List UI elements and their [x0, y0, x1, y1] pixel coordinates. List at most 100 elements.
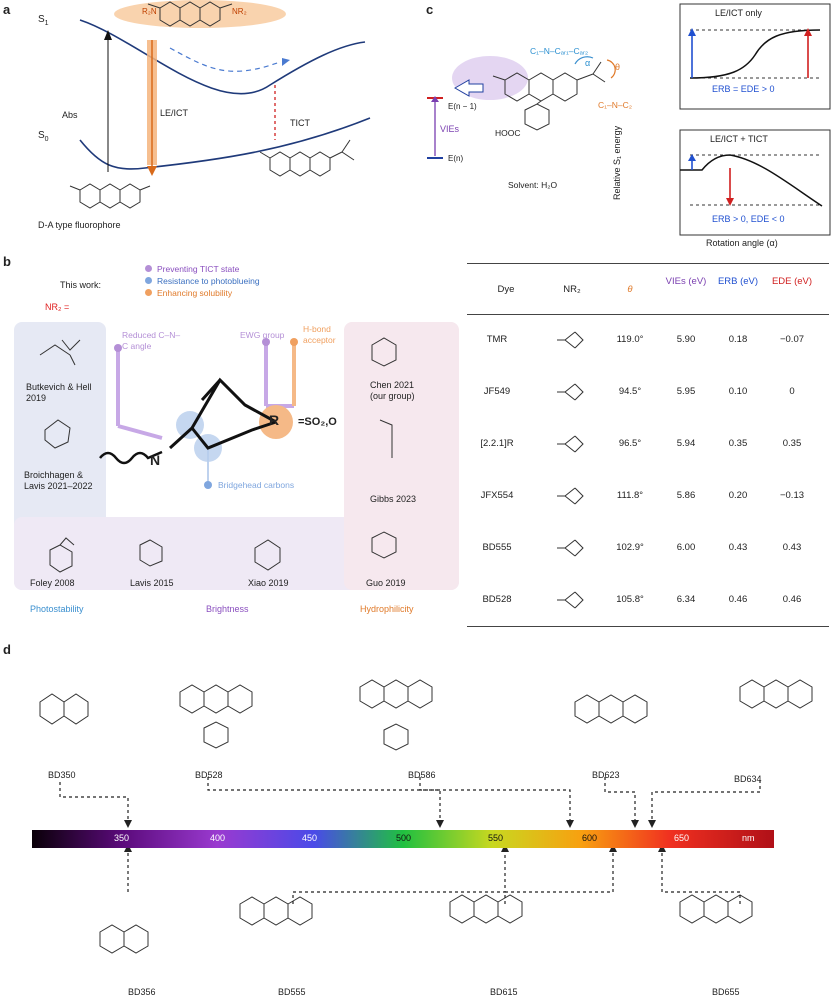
- tick-600: 600: [582, 833, 598, 843]
- energy-diagram-a: [69, 0, 371, 209]
- amine-structures: [39, 337, 397, 573]
- dye-bd356: BD356: [128, 987, 156, 997]
- ref-broichhagen: Broichhagen & Lavis 2021–2022: [24, 470, 93, 491]
- ref-guo: Guo 2019: [366, 578, 406, 588]
- panel-label-c: c: [426, 2, 434, 17]
- category-photostability: Photostability: [30, 604, 84, 614]
- energy-plots-c: [679, 3, 831, 236]
- legend-item-solubility: Enhancing solubility: [145, 288, 260, 300]
- ref-xiao: Xiao 2019: [248, 578, 289, 588]
- abs-label: Abs: [62, 110, 78, 120]
- cell-vies: 5.94: [676, 438, 696, 449]
- dye-bd528: BD528: [195, 770, 223, 780]
- header-ede: EDE (eV): [771, 276, 813, 287]
- e-n-1-label: E(n − 1): [448, 102, 477, 111]
- cell-vies: 5.90: [676, 334, 696, 345]
- amine-glyph: [557, 487, 584, 505]
- cell-ede: −0.13: [779, 490, 805, 501]
- tick-500: 500: [396, 833, 412, 843]
- ewg-callout: EWG group: [240, 330, 285, 340]
- bicyclic-scaffold: [99, 338, 298, 489]
- ref-chen: Chen 2021 (our group): [370, 380, 415, 401]
- ref-foley: Foley 2008: [30, 578, 75, 588]
- cell-erb: 0.20: [728, 490, 748, 501]
- plot2-title: LE/ICT + TICT: [710, 134, 768, 144]
- cell-vies: 5.95: [676, 386, 696, 397]
- amine-glyph: [557, 383, 584, 401]
- unit-nm: nm: [742, 833, 755, 843]
- hydrophilicity-box: [344, 322, 459, 590]
- panel-label-a: a: [3, 2, 11, 17]
- header-theta: θ: [627, 284, 633, 295]
- cell-ede: 0.43: [782, 542, 802, 553]
- legend-item-photoblueing: Resistance to photoblueing: [145, 276, 260, 288]
- tict-label: TICT: [290, 118, 310, 128]
- dye-bd634: BD634: [734, 774, 762, 784]
- header-nr2: NR₂: [563, 284, 581, 295]
- cell-theta: 119.0°: [616, 334, 644, 345]
- le-ict-label: LE/ICT: [160, 108, 189, 118]
- top-nr2-label: NR₂: [232, 7, 247, 16]
- category-brightness: Brightness: [206, 604, 249, 614]
- theta-label: θ: [615, 62, 621, 72]
- solvent-label: Solvent: H₂O: [508, 180, 558, 190]
- cell-ede: 0.46: [782, 594, 802, 605]
- n-label: N: [150, 452, 161, 468]
- amine-glyph: [557, 435, 584, 453]
- header-dye: Dye: [497, 284, 515, 295]
- cell-vies: 6.00: [676, 542, 696, 553]
- hbond-callout: H-bond acceptor: [303, 324, 336, 345]
- cell-ede: 0.35: [782, 438, 802, 449]
- cell-ede: −0.07: [779, 334, 805, 345]
- tick-400: 400: [210, 833, 226, 843]
- r-label: R: [269, 412, 280, 428]
- reduced-angle-callout: Reduced C–N–C angle: [122, 330, 181, 351]
- cell-ede: 0: [789, 386, 795, 397]
- category-hydrophilicity: Hydrophilicity: [360, 604, 414, 614]
- dye-bd615: BD615: [490, 987, 518, 997]
- cell-dye: BD555: [482, 542, 512, 553]
- bridgehead-callout: Bridgehead carbons: [218, 480, 295, 490]
- blue-chain-label: C₁–N–Cₐᵣ₁–Cₐᵣ₂: [530, 46, 589, 56]
- orange-chain-label: C₁–N–C₂: [598, 100, 633, 110]
- cell-erb: 0.35: [728, 438, 748, 449]
- panel-label-b: b: [3, 254, 11, 269]
- cell-theta: 94.5°: [618, 386, 642, 397]
- ref-gibbs: Gibbs 2023: [370, 494, 417, 504]
- dye-bd555: BD555: [278, 987, 306, 997]
- cell-theta: 111.8°: [616, 490, 644, 501]
- nr2-label: NR₂ =: [45, 302, 70, 312]
- panel-d-structures: [32, 679, 813, 954]
- s1-subscript: 1: [44, 20, 49, 27]
- plot1-equation: ERB = EDE > 0: [712, 84, 775, 94]
- s1-label: S: [38, 14, 45, 25]
- e-n-label: E(n): [448, 154, 464, 163]
- cell-theta: 102.9°: [616, 542, 644, 553]
- cell-theta: 105.8°: [616, 594, 644, 605]
- vies-label: VIEs: [440, 124, 460, 134]
- so2o-label: =SO₂,O: [298, 416, 337, 428]
- amine-glyph: [557, 539, 584, 557]
- plot1-title: LE/ICT only: [715, 8, 762, 18]
- amine-glyph: [557, 591, 584, 609]
- plot-y-label: Relative S₁ energy: [612, 125, 622, 200]
- amine-glyph: [557, 331, 584, 349]
- dye-bd586: BD586: [408, 770, 436, 780]
- header-vies: VIEs (eV): [665, 276, 707, 287]
- ref-butkevich: Butkevich & Hell 2019: [26, 382, 92, 403]
- dye-bd350: BD350: [48, 770, 76, 780]
- cell-dye: JF549: [483, 386, 511, 397]
- plot2-equation: ERB > 0, EDE < 0: [712, 214, 785, 224]
- tick-350: 350: [114, 833, 130, 843]
- cell-vies: 5.86: [676, 490, 696, 501]
- cell-vies: 6.34: [676, 594, 696, 605]
- cell-dye: BD528: [482, 594, 512, 605]
- cell-erb: 0.10: [728, 386, 748, 397]
- cell-erb: 0.46: [728, 594, 748, 605]
- panel-label-d: d: [3, 642, 11, 657]
- s0-subscript: 0: [44, 136, 49, 143]
- legend: Preventing TICT state Resistance to phot…: [145, 264, 260, 300]
- plot-x-label: Rotation angle (α): [706, 238, 778, 248]
- hooc-label: HOOC: [495, 128, 521, 138]
- cell-dye: TMR: [486, 334, 508, 345]
